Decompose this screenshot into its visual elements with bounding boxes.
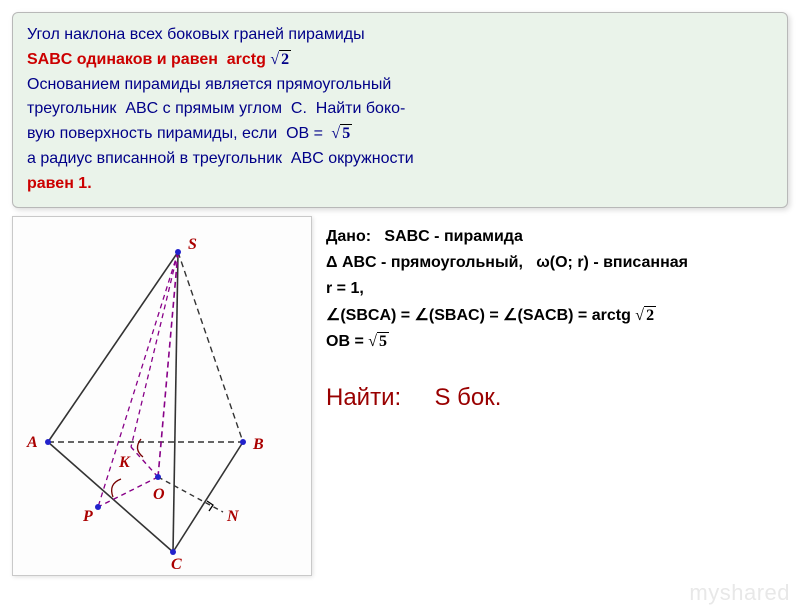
given-line: r = 1,	[326, 276, 788, 302]
given-block: Дано: SABC - пирамида Δ ABC - прямоуголь…	[326, 224, 788, 356]
sqrt-expr: √2	[635, 303, 656, 329]
given-line: Дано: SABC - пирамида	[326, 224, 788, 250]
problem-line: Угол наклона всех боковых граней пирамид…	[27, 23, 773, 48]
problem-line: а радиус вписанной в треугольник ABC окр…	[27, 147, 773, 172]
text: треугольник ABC с прямым углом C. Найти …	[27, 100, 405, 117]
text: Основанием пирамиды является прямоугольн…	[27, 76, 391, 93]
watermark: myshared	[689, 580, 790, 606]
text: а радиус вписанной в треугольник ABC окр…	[27, 150, 414, 167]
problem-line: равен 1.	[27, 172, 773, 197]
text: ∠(SBCA) = ∠(SBAC) = ∠(SACB) = arctg	[326, 307, 635, 324]
label-a: A	[26, 434, 38, 451]
label-b: B	[252, 436, 264, 453]
text-red: SABC одинаков и равен arctg	[27, 51, 266, 68]
sqrt-expr: √2	[270, 48, 291, 73]
problem-line: Основанием пирамиды является прямоугольн…	[27, 73, 773, 98]
label-n: N	[226, 508, 240, 525]
text-red: равен 1.	[27, 175, 92, 192]
given-line: Δ ABC - прямоугольный, ω(O; r) - вписанн…	[326, 250, 788, 276]
label-c: C	[171, 556, 182, 573]
given-line: ∠(SBCA) = ∠(SBAC) = ∠(SACB) = arctg √2	[326, 303, 788, 329]
sqrt-expr: √5	[368, 329, 389, 355]
text: вую поверхность пирамиды, если OB =	[27, 125, 323, 142]
label-o: O	[153, 486, 165, 503]
text: Угол наклона всех боковых граней пирамид…	[27, 26, 365, 43]
label-k: K	[118, 454, 131, 471]
label-p: P	[82, 508, 93, 525]
given-line: OB = √5	[326, 329, 788, 355]
sqrt-expr: √5	[327, 122, 352, 147]
diagram-svg: S A B C O K P N	[13, 217, 313, 577]
problem-statement-box: Угол наклона всех боковых граней пирамид…	[12, 12, 788, 208]
find-line: Найти: S бок.	[326, 384, 788, 412]
given-find-column: Дано: SABC - пирамида Δ ABC - прямоуголь…	[312, 216, 788, 576]
content-row: S A B C O K P N Дано: SABC - пирамида Δ …	[12, 216, 788, 576]
problem-line: треугольник ABC с прямым углом C. Найти …	[27, 97, 773, 122]
text: OB =	[326, 333, 368, 350]
pyramid-diagram: S A B C O K P N	[12, 216, 312, 576]
problem-line: SABC одинаков и равен arctg √2	[27, 48, 773, 73]
problem-line: вую поверхность пирамиды, если OB = √5	[27, 122, 773, 147]
label-s: S	[188, 236, 197, 253]
